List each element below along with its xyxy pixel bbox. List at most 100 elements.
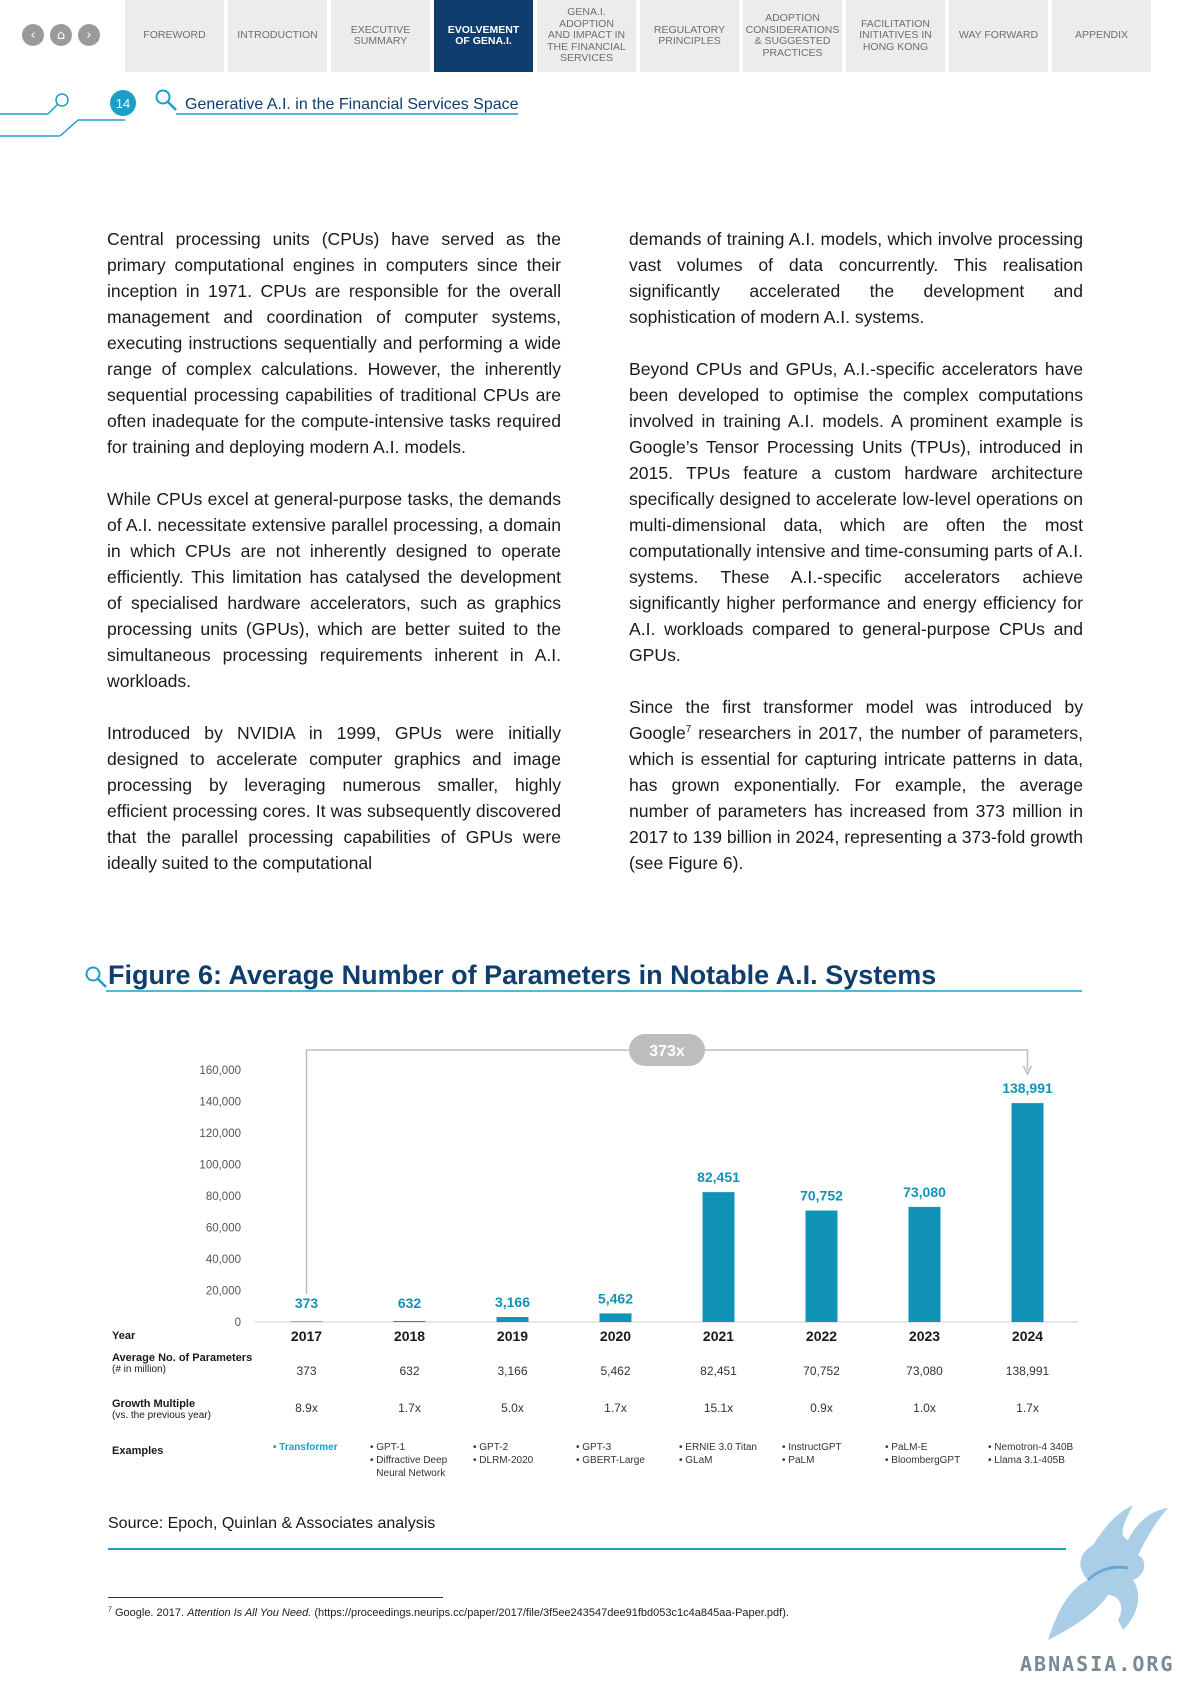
nav-tab[interactable]: ADOPTION CONSIDERATIONS & SUGGESTED PRAC… (743, 0, 842, 72)
row-label-sub: (vs. the previous year) (112, 1410, 211, 1421)
bar (702, 1192, 735, 1322)
example-item: • PaLM (782, 1455, 815, 1466)
footnote-ref[interactable]: 7 (685, 724, 692, 736)
example-item: • Llama 3.1-405B (988, 1455, 1065, 1466)
bar (290, 1321, 323, 1322)
growth-cell: 15.1x (703, 1401, 734, 1415)
paragraph: demands of training A.I. models, which i… (629, 229, 1083, 327)
row-label-text: Average No. of Parameters (112, 1352, 253, 1364)
nav-tab[interactable]: FOREWORD (125, 0, 224, 72)
parameters-cell: 70,752 (803, 1364, 840, 1378)
bar-value-label: 82,451 (697, 1169, 740, 1185)
growth-bracket-arrow (1022, 1065, 1033, 1076)
year-cell: 2023 (908, 1328, 941, 1344)
year-cell: 2017 (290, 1328, 323, 1344)
bar (496, 1317, 529, 1322)
growth-annotation: 373x (649, 1043, 685, 1060)
year-cell: 2022 (805, 1328, 838, 1344)
bar-value-label: 373 (295, 1295, 319, 1311)
growth-cell: 5.0x (501, 1401, 524, 1415)
bar-value-label: 73,080 (903, 1184, 946, 1200)
paragraph-text: researchers in 2017, the number of param… (629, 723, 1083, 873)
y-tick-label: 80,000 (206, 1191, 241, 1203)
example-item: • InstructGPT (782, 1442, 842, 1453)
griffin-logo-icon (1048, 1505, 1168, 1640)
growth-cell: 1.7x (1016, 1401, 1039, 1415)
page-number: 14 (110, 90, 136, 116)
example-name: GPT-1 (376, 1442, 406, 1453)
bar-value-label: 5,462 (598, 1290, 633, 1306)
header-decoration (0, 89, 518, 137)
example-name: Transformer (279, 1442, 338, 1453)
parameters-cell: 138,991 (1005, 1364, 1050, 1378)
y-tick-label: 140,000 (199, 1097, 241, 1109)
nav-tab[interactable]: EXECUTIVE SUMMARY (331, 0, 430, 72)
y-tick-label: 20,000 (206, 1286, 241, 1298)
nav-tab[interactable]: WAY FORWARD (949, 0, 1048, 72)
example-name: Llama 3.1-405B (994, 1455, 1065, 1466)
parameters-cell: 82,451 (700, 1364, 737, 1378)
nav-tab[interactable]: APPENDIX (1052, 0, 1151, 72)
nav-tab[interactable]: EVOLVEMENT OF GenA.I. (434, 0, 533, 72)
example-name: Nemotron-4 340B (994, 1442, 1074, 1453)
bar (805, 1210, 838, 1322)
right-column: demands of training A.I. models, which i… (629, 226, 1083, 902)
section-title: Generative A.I. in the Financial Service… (185, 96, 519, 113)
paragraph: Beyond CPUs and GPUs, A.I.-specific acce… (629, 359, 1083, 665)
year-cell: 2019 (496, 1328, 529, 1344)
previous-page-icon[interactable]: ‹ (22, 24, 44, 46)
examples-cell: • GPT-2 • DLRM-2020 (473, 1441, 533, 1467)
example-item: • GLaM (679, 1455, 713, 1466)
figure-title-decoration (85, 966, 1082, 992)
paragraph-text: Since the first transformer model was in… (629, 697, 1083, 743)
year-cell: 2018 (393, 1328, 426, 1344)
example-name: PaLM-E (891, 1442, 928, 1453)
row-label-year: Year (112, 1330, 136, 1342)
example-item: • GPT-1 (370, 1442, 406, 1453)
growth-badge (629, 1034, 705, 1066)
footnote-marker: 7 (108, 1606, 112, 1614)
parameters-cell: 3,166 (497, 1364, 528, 1378)
bar-value-label: 3,166 (495, 1294, 530, 1310)
example-name: GBERT-Large (582, 1455, 645, 1466)
example-name: ERNIE 3.0 Titan (685, 1442, 757, 1453)
example-name: GLaM (685, 1455, 713, 1466)
growth-cell: 0.9x (810, 1401, 833, 1415)
example-name: GPT-2 (479, 1442, 509, 1453)
example-item: • GBERT-Large (576, 1455, 645, 1466)
nav-tab[interactable]: REGULATORY PRINCIPLES (640, 0, 739, 72)
example-item: • DLRM-2020 (473, 1455, 534, 1466)
growth-cell: 8.9x (295, 1401, 318, 1415)
row-label-growth: Growth Multiple (vs. the previous year) (112, 1398, 211, 1421)
examples-cell: • Transformer (273, 1441, 338, 1454)
bar (393, 1321, 426, 1322)
example-item: • Transformer (273, 1442, 338, 1453)
row-label-sub: (# in million) (112, 1364, 166, 1375)
examples-cell: • GPT-1 • Diffractive Deep Neural Network (370, 1441, 447, 1480)
growth-cell: 1.7x (604, 1401, 627, 1415)
parameters-cell: 73,080 (906, 1364, 943, 1378)
next-page-icon[interactable]: › (78, 24, 100, 46)
paragraph: Introduced by NVIDIA in 1999, GPUs were … (107, 723, 561, 873)
examples-cell: • PaLM-E • BloombergGPT (885, 1441, 960, 1467)
examples-cell: • InstructGPT • PaLM (782, 1441, 842, 1467)
year-cell: 2024 (1011, 1328, 1044, 1344)
paragraph: While CPUs excel at general-purpose task… (107, 489, 561, 691)
examples-cell: • Nemotron-4 340B • Llama 3.1-405B (988, 1441, 1073, 1467)
nav-tab[interactable]: GenA.I. ADOPTION AND IMPACT IN THE FINAN… (537, 0, 636, 72)
bar (599, 1313, 632, 1322)
bar-value-label: 632 (398, 1295, 422, 1311)
footnote-link[interactable]: (https://proceedings.neurips.cc/paper/20… (311, 1607, 789, 1619)
year-cell: 2021 (702, 1328, 735, 1344)
bar-value-label: 138,991 (1002, 1080, 1053, 1096)
home-icon[interactable]: ⌂ (50, 24, 72, 46)
nav-tab[interactable]: FACILITATION INITIATIVES IN HONG KONG (846, 0, 945, 72)
nav-tab[interactable]: INTRODUCTION (228, 0, 327, 72)
growth-cell: 1.7x (398, 1401, 421, 1415)
parameters-cell: 632 (399, 1364, 420, 1378)
row-label-parameters: Average No. of Parameters (# in million) (112, 1352, 252, 1375)
y-tick-label: 60,000 (206, 1223, 241, 1235)
y-tick-label: 160,000 (199, 1065, 241, 1077)
parameters-cell: 373 (296, 1364, 317, 1378)
footnote-title: Attention Is All You Need. (187, 1607, 312, 1619)
